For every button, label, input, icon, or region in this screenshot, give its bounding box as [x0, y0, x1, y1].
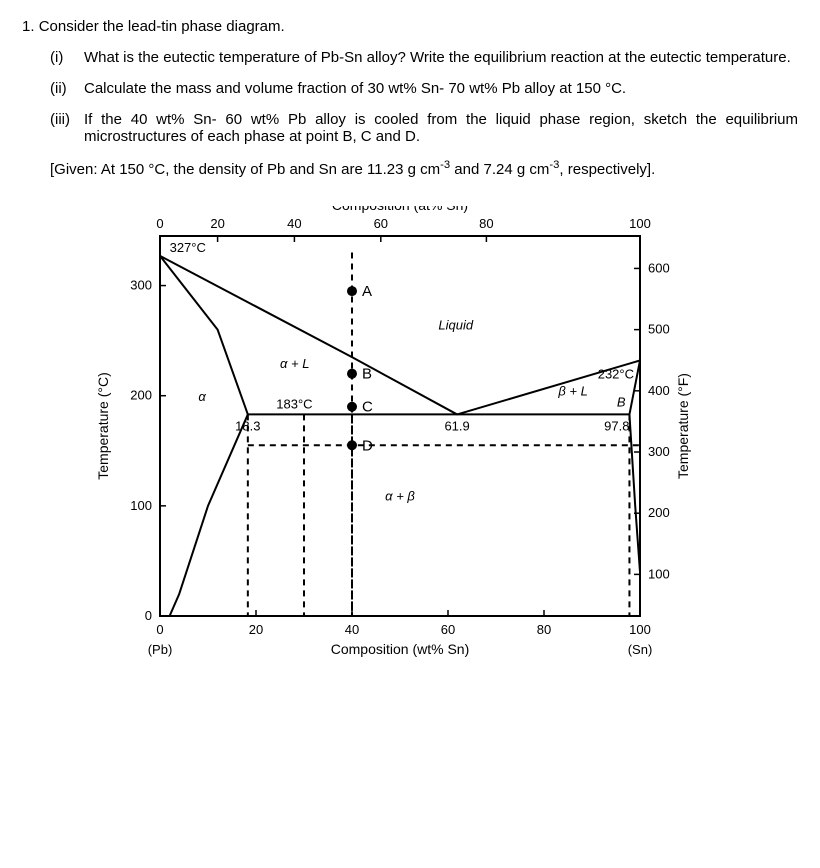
svg-text:200: 200 [648, 505, 670, 520]
svg-text:60: 60 [441, 622, 455, 637]
svg-text:18.3: 18.3 [235, 418, 260, 433]
part-text: Calculate the mass and volume fraction o… [84, 80, 798, 97]
svg-text:Composition (at% Sn): Composition (at% Sn) [332, 206, 468, 213]
svg-text:(Pb): (Pb) [148, 642, 173, 657]
phase-diagram-svg: 0 20 40 60 80 100 Composition (at% Sn) 0 20 40 60 8… [90, 206, 730, 676]
svg-text:300: 300 [648, 444, 670, 459]
svg-text:Temperature (°F): Temperature (°F) [675, 373, 691, 479]
svg-text:Liquid: Liquid [438, 318, 473, 333]
given-exp: -3 [549, 159, 559, 171]
part-label: (iii) [50, 111, 84, 145]
svg-text:(Sn): (Sn) [628, 642, 653, 657]
part-ii: (ii) Calculate the mass and volume fract… [50, 80, 798, 97]
svg-text:B: B [617, 395, 626, 410]
given-mid: and 7.24 g cm [450, 161, 549, 178]
question-block: 1. Consider the lead-tin phase diagram. [22, 18, 798, 35]
svg-text:97.8: 97.8 [604, 418, 629, 433]
svg-text:183°C: 183°C [276, 396, 312, 411]
svg-text:40: 40 [287, 216, 301, 231]
svg-text:61.9: 61.9 [444, 418, 469, 433]
part-label: (i) [50, 49, 84, 66]
svg-text:C: C [362, 399, 373, 416]
given-prefix: [Given: At 150 °C, the density of Pb and… [50, 161, 440, 178]
part-text: What is the eutectic temperature of Pb-S… [84, 49, 798, 66]
svg-text:327°C: 327°C [170, 240, 206, 255]
svg-text:100: 100 [130, 498, 152, 513]
given-data: [Given: At 150 °C, the density of Pb and… [50, 159, 798, 178]
part-i: (i) What is the eutectic temperature of … [50, 49, 798, 66]
svg-text:0: 0 [156, 622, 163, 637]
svg-text:80: 80 [537, 622, 551, 637]
part-iii: (iii) If the 40 wt% Sn- 60 wt% Pb alloy … [50, 111, 798, 145]
part-text: If the 40 wt% Sn- 60 wt% Pb alloy is coo… [84, 111, 798, 145]
svg-text:232°C: 232°C [598, 366, 634, 381]
svg-text:Composition (wt% Sn): Composition (wt% Sn) [331, 641, 470, 657]
svg-text:80: 80 [479, 216, 493, 231]
svg-text:400: 400 [648, 383, 670, 398]
svg-text:β + L: β + L [557, 384, 587, 399]
svg-text:500: 500 [648, 322, 670, 337]
svg-text:20: 20 [210, 216, 224, 231]
svg-text:D: D [362, 437, 373, 454]
svg-text:B: B [362, 366, 372, 383]
svg-text:α + β: α + β [385, 488, 415, 503]
part-label: (ii) [50, 80, 84, 97]
svg-text:300: 300 [130, 278, 152, 293]
svg-text:100: 100 [629, 622, 651, 637]
svg-text:0: 0 [145, 608, 152, 623]
svg-text:0: 0 [156, 216, 163, 231]
svg-text:20: 20 [249, 622, 263, 637]
svg-text:100: 100 [629, 216, 651, 231]
question-text: Consider the lead-tin phase diagram. [39, 18, 285, 35]
svg-text:60: 60 [374, 216, 388, 231]
svg-text:α: α [198, 389, 206, 404]
svg-text:600: 600 [648, 260, 670, 275]
svg-text:Temperature (°C): Temperature (°C) [95, 372, 111, 480]
svg-text:40: 40 [345, 622, 359, 637]
question-number: 1. [22, 18, 35, 35]
svg-text:100: 100 [648, 566, 670, 581]
phase-diagram: 0 20 40 60 80 100 Composition (at% Sn) 0 20 40 60 8… [22, 206, 798, 676]
svg-text:α + L: α + L [280, 356, 309, 371]
given-exp: -3 [440, 159, 450, 171]
svg-text:A: A [362, 283, 372, 300]
svg-text:200: 200 [130, 388, 152, 403]
given-suffix: , respectively]. [559, 161, 655, 178]
